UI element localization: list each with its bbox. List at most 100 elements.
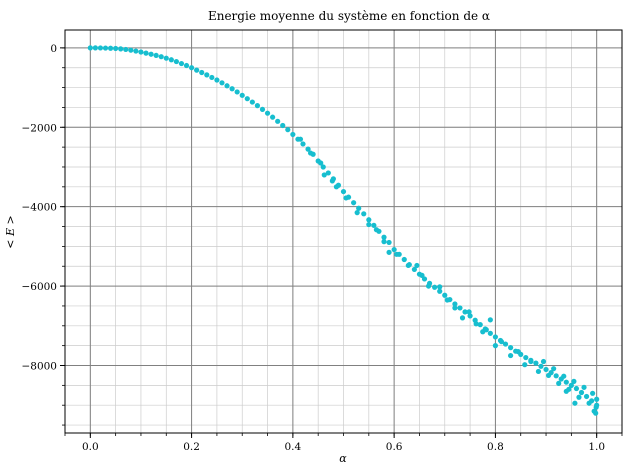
data-point [143, 50, 149, 56]
data-point [568, 382, 574, 388]
data-point [351, 200, 357, 206]
data-point [366, 217, 372, 223]
data-point [477, 322, 483, 328]
data-points [87, 45, 600, 416]
data-point [556, 380, 562, 386]
data-point [318, 160, 324, 166]
data-point [553, 373, 559, 379]
y-tick-label: −8000 [21, 361, 57, 373]
data-point [290, 131, 296, 138]
data-point [508, 352, 514, 359]
data-point [523, 354, 529, 361]
data-point [305, 146, 311, 152]
data-point [239, 92, 245, 98]
data-point [366, 221, 372, 228]
data-point [540, 358, 547, 365]
data-point [118, 46, 124, 52]
data-point [188, 65, 195, 71]
data-point [432, 284, 438, 290]
chart-title: Energie moyenne du système en fonction d… [208, 9, 490, 23]
data-point [444, 297, 450, 303]
data-point [386, 239, 392, 246]
data-point [153, 52, 159, 59]
data-point [264, 110, 271, 116]
data-point [224, 83, 230, 89]
data-point [249, 99, 255, 105]
data-point [244, 96, 250, 102]
data-point [320, 164, 326, 170]
data-point [487, 330, 493, 336]
data-point [321, 172, 327, 178]
data-point [259, 106, 266, 113]
data-point [572, 400, 578, 406]
data-point [173, 58, 179, 65]
x-tick-label: 0.0 [82, 441, 99, 453]
data-point [452, 301, 458, 307]
data-point [515, 349, 521, 355]
data-point [561, 373, 567, 379]
data-point [329, 178, 335, 184]
data-point [343, 195, 349, 201]
data-point [194, 67, 200, 73]
data-point [204, 72, 210, 78]
data-point [87, 45, 93, 51]
data-point [214, 77, 220, 83]
data-point [300, 141, 306, 147]
data-point [483, 327, 489, 333]
data-point [563, 388, 569, 394]
data-point [492, 343, 499, 349]
data-point [425, 283, 432, 289]
data-point [97, 45, 104, 51]
data-point [394, 251, 400, 257]
data-point [148, 51, 154, 57]
data-point [576, 394, 582, 400]
y-tick-label: 0 [50, 43, 57, 55]
data-point [381, 239, 387, 245]
data-point [123, 46, 129, 53]
data-point [158, 54, 164, 60]
data-point [275, 118, 281, 124]
data-point [593, 410, 599, 416]
data-point [457, 305, 463, 311]
data-point [229, 86, 235, 92]
data-point [502, 341, 509, 347]
data-point [578, 389, 585, 396]
data-point [183, 62, 190, 69]
data-point [386, 249, 392, 255]
data-point [459, 315, 466, 321]
data-point [133, 48, 139, 54]
data-point [473, 321, 479, 327]
x-tick-label: 0.8 [487, 441, 504, 453]
data-point [442, 292, 448, 298]
data-point [563, 379, 569, 385]
x-tick-label: 0.2 [183, 441, 200, 453]
data-point [168, 57, 174, 63]
data-point [437, 284, 443, 290]
data-point [307, 150, 314, 156]
data-point [467, 313, 473, 319]
data-point [356, 205, 362, 211]
data-point [270, 114, 276, 120]
data-point [487, 317, 493, 323]
data-point [492, 334, 499, 340]
data-point [333, 184, 340, 190]
y-tick-label: −2000 [21, 122, 57, 134]
data-point [466, 309, 472, 315]
data-point [543, 366, 549, 373]
data-point [209, 74, 215, 81]
data-point [325, 170, 331, 176]
data-point [234, 89, 240, 95]
data-point [437, 288, 443, 294]
y-tick-label: −4000 [21, 202, 57, 214]
data-point [545, 372, 552, 379]
data-point [462, 309, 468, 315]
data-point [571, 378, 577, 384]
data-point [522, 362, 528, 368]
data-point [163, 55, 169, 61]
data-point [538, 363, 544, 369]
data-point [219, 80, 225, 86]
data-point [280, 122, 286, 129]
data-point [297, 136, 304, 142]
data-point [419, 272, 425, 278]
data-point [254, 103, 261, 109]
